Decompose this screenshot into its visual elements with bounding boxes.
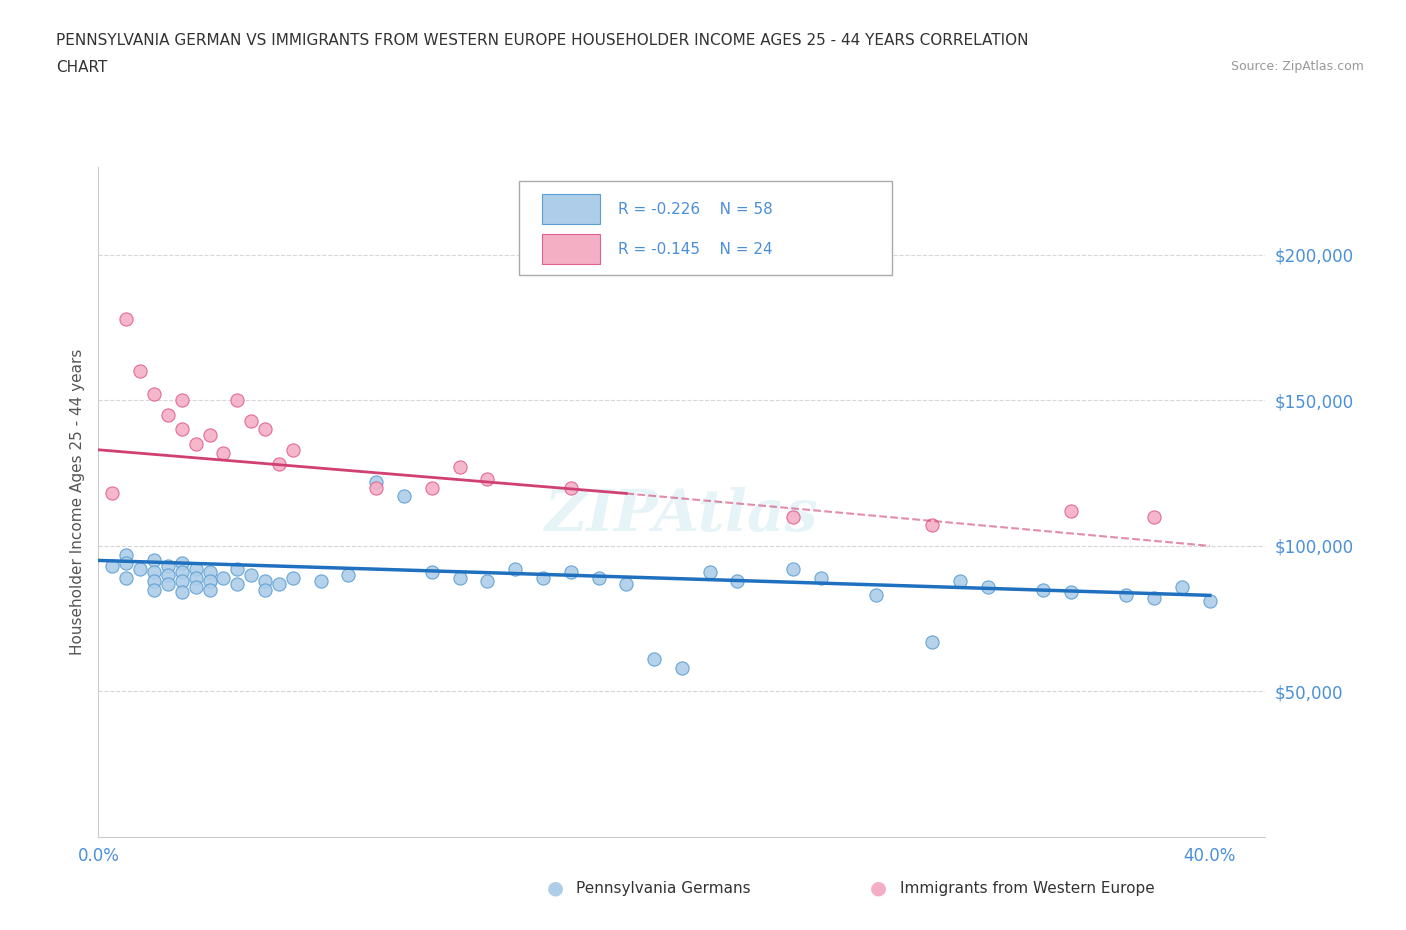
Point xyxy=(560,480,582,495)
Point xyxy=(531,570,554,585)
Point xyxy=(198,574,221,589)
Point xyxy=(143,553,166,568)
Point xyxy=(699,565,721,579)
Point xyxy=(921,634,943,649)
Point xyxy=(366,474,388,489)
Text: Pennsylvania Germans: Pennsylvania Germans xyxy=(576,881,751,896)
Point xyxy=(1060,503,1083,518)
Point xyxy=(143,574,166,589)
Point xyxy=(143,582,166,597)
Point xyxy=(727,574,749,589)
Point xyxy=(170,565,193,579)
Point xyxy=(184,562,207,577)
Point xyxy=(143,565,166,579)
Point xyxy=(560,565,582,579)
Point xyxy=(267,577,290,591)
Point xyxy=(614,577,637,591)
Point xyxy=(949,574,972,589)
Point xyxy=(184,436,207,451)
Point xyxy=(1060,585,1083,600)
Point xyxy=(1143,510,1166,525)
Point xyxy=(782,510,804,525)
Point xyxy=(156,577,179,591)
Point xyxy=(212,445,235,460)
Point xyxy=(1115,588,1137,603)
Point xyxy=(420,480,443,495)
Bar xyxy=(541,234,600,264)
Point xyxy=(281,443,304,458)
Point xyxy=(170,392,193,407)
Point xyxy=(420,565,443,579)
Point xyxy=(156,407,179,422)
Point xyxy=(170,574,193,589)
Point xyxy=(101,486,124,501)
Point xyxy=(156,559,179,574)
Point xyxy=(198,428,221,443)
Point xyxy=(143,387,166,402)
Point xyxy=(115,312,138,326)
Point xyxy=(156,567,179,582)
Point xyxy=(226,562,249,577)
Point xyxy=(366,480,388,495)
Point xyxy=(1143,591,1166,605)
Point xyxy=(671,660,693,675)
Point xyxy=(240,413,263,428)
Point xyxy=(1198,593,1220,608)
Point xyxy=(337,567,360,582)
Point xyxy=(226,392,249,407)
Point xyxy=(254,422,277,437)
Point xyxy=(503,562,526,577)
Point xyxy=(129,364,152,379)
Point xyxy=(588,570,610,585)
Y-axis label: Householder Income Ages 25 - 44 years: Householder Income Ages 25 - 44 years xyxy=(69,349,84,656)
Point xyxy=(115,556,138,571)
Point xyxy=(240,567,263,582)
Point xyxy=(1171,579,1194,594)
Point xyxy=(170,422,193,437)
Point xyxy=(170,556,193,571)
Point xyxy=(212,570,235,585)
Text: CHART: CHART xyxy=(56,60,108,75)
Text: R = -0.145    N = 24: R = -0.145 N = 24 xyxy=(617,242,772,258)
Text: ZIPAtlas: ZIPAtlas xyxy=(546,487,818,544)
Bar xyxy=(541,194,600,224)
Point xyxy=(184,579,207,594)
Text: Immigrants from Western Europe: Immigrants from Western Europe xyxy=(900,881,1154,896)
Point xyxy=(101,559,124,574)
Text: ●: ● xyxy=(870,879,887,897)
Point xyxy=(449,459,471,474)
Point xyxy=(477,472,499,486)
Point xyxy=(129,562,152,577)
Point xyxy=(1032,582,1054,597)
Point xyxy=(810,570,832,585)
Point xyxy=(254,582,277,597)
FancyBboxPatch shape xyxy=(519,180,891,274)
Point xyxy=(921,518,943,533)
Point xyxy=(782,562,804,577)
Point xyxy=(449,570,471,585)
Point xyxy=(976,579,998,594)
Point xyxy=(254,574,277,589)
Point xyxy=(115,547,138,562)
Text: ●: ● xyxy=(547,879,564,897)
Point xyxy=(198,582,221,597)
Point xyxy=(226,577,249,591)
Point xyxy=(477,574,499,589)
Point xyxy=(392,489,415,504)
Point xyxy=(184,570,207,585)
Point xyxy=(198,565,221,579)
Point xyxy=(267,457,290,472)
Text: PENNSYLVANIA GERMAN VS IMMIGRANTS FROM WESTERN EUROPE HOUSEHOLDER INCOME AGES 25: PENNSYLVANIA GERMAN VS IMMIGRANTS FROM W… xyxy=(56,33,1029,47)
Point xyxy=(170,585,193,600)
Text: R = -0.226    N = 58: R = -0.226 N = 58 xyxy=(617,202,772,217)
Point xyxy=(309,574,332,589)
Point xyxy=(865,588,887,603)
Point xyxy=(281,570,304,585)
Point xyxy=(115,570,138,585)
Text: Source: ZipAtlas.com: Source: ZipAtlas.com xyxy=(1230,60,1364,73)
Point xyxy=(643,652,665,667)
